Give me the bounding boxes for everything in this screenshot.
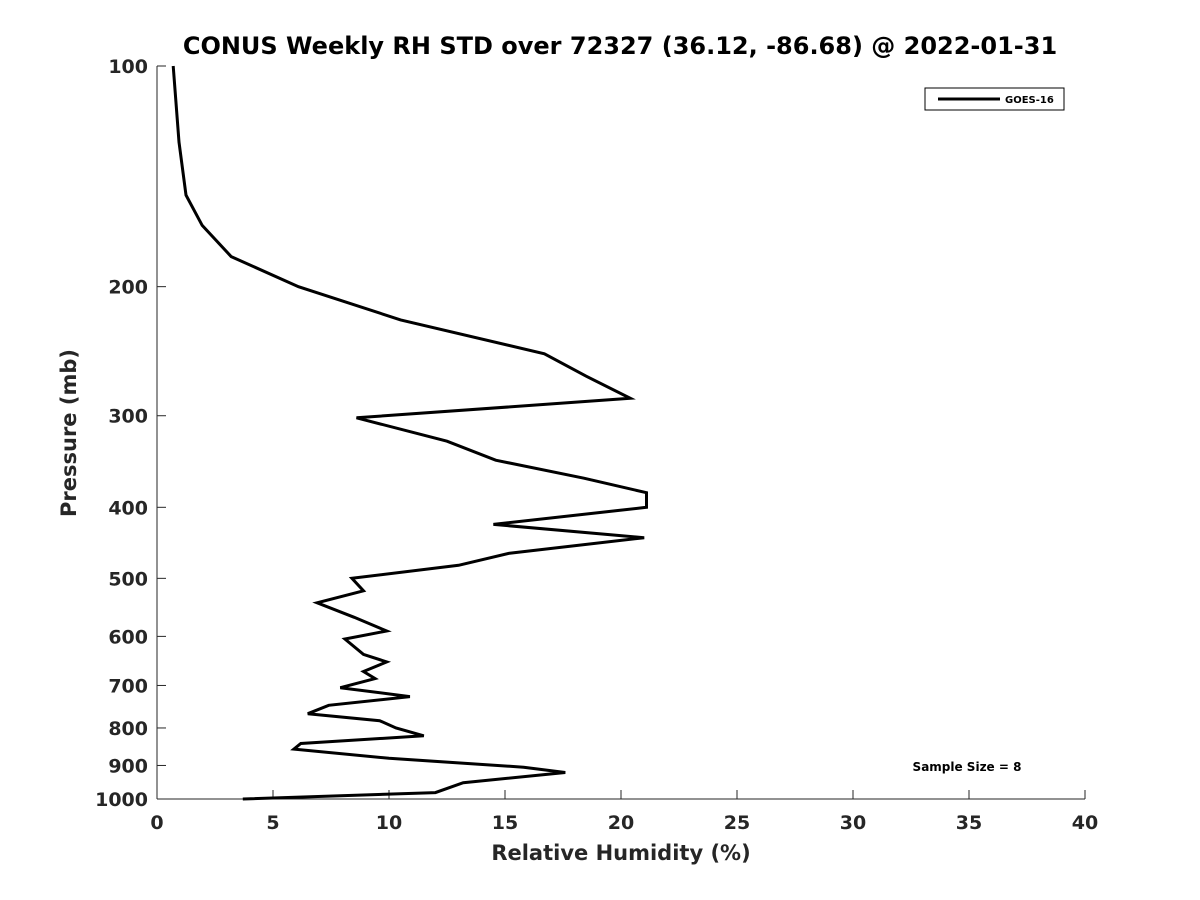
y-tick-label: 1000 bbox=[95, 789, 148, 811]
sample-size-annotation: Sample Size = 8 bbox=[913, 760, 1022, 774]
x-tick-label: 35 bbox=[956, 812, 982, 834]
chart-title: CONUS Weekly RH STD over 72327 (36.12, -… bbox=[183, 32, 1057, 60]
x-tick-label: 30 bbox=[840, 812, 866, 834]
legend: GOES-16 bbox=[924, 87, 1065, 111]
series-layer bbox=[171, 65, 648, 801]
legend-label-goes-16: GOES-16 bbox=[1005, 95, 1054, 106]
x-axis-label: Relative Humidity (%) bbox=[491, 841, 750, 865]
y-tick-label: 400 bbox=[108, 497, 148, 519]
x-tick-label: 10 bbox=[376, 812, 402, 834]
y-tick-label: 100 bbox=[108, 56, 148, 78]
plot-axes: 0 5 10 15 20 25 30 35 40 100 200 300 400 500 600 700 800… bbox=[95, 56, 1098, 834]
x-tick-label: 40 bbox=[1072, 812, 1098, 834]
y-tick-label: 200 bbox=[108, 277, 148, 299]
y-tick-label: 900 bbox=[108, 755, 148, 777]
x-tick-label: 15 bbox=[492, 812, 518, 834]
x-tick-label: 25 bbox=[724, 812, 750, 834]
x-tick-label: 5 bbox=[266, 812, 279, 834]
x-tick-label: 0 bbox=[150, 812, 163, 834]
y-tick-label: 800 bbox=[108, 718, 148, 740]
x-tick-label: 20 bbox=[608, 812, 634, 834]
series-line-goes-16 bbox=[171, 65, 648, 801]
y-tick-label: 600 bbox=[108, 626, 148, 648]
y-tick-label: 500 bbox=[108, 568, 148, 590]
y-tick-label: 700 bbox=[108, 675, 148, 697]
y-tick-label: 300 bbox=[108, 406, 148, 428]
y-axis-label: Pressure (mb) bbox=[57, 349, 81, 517]
